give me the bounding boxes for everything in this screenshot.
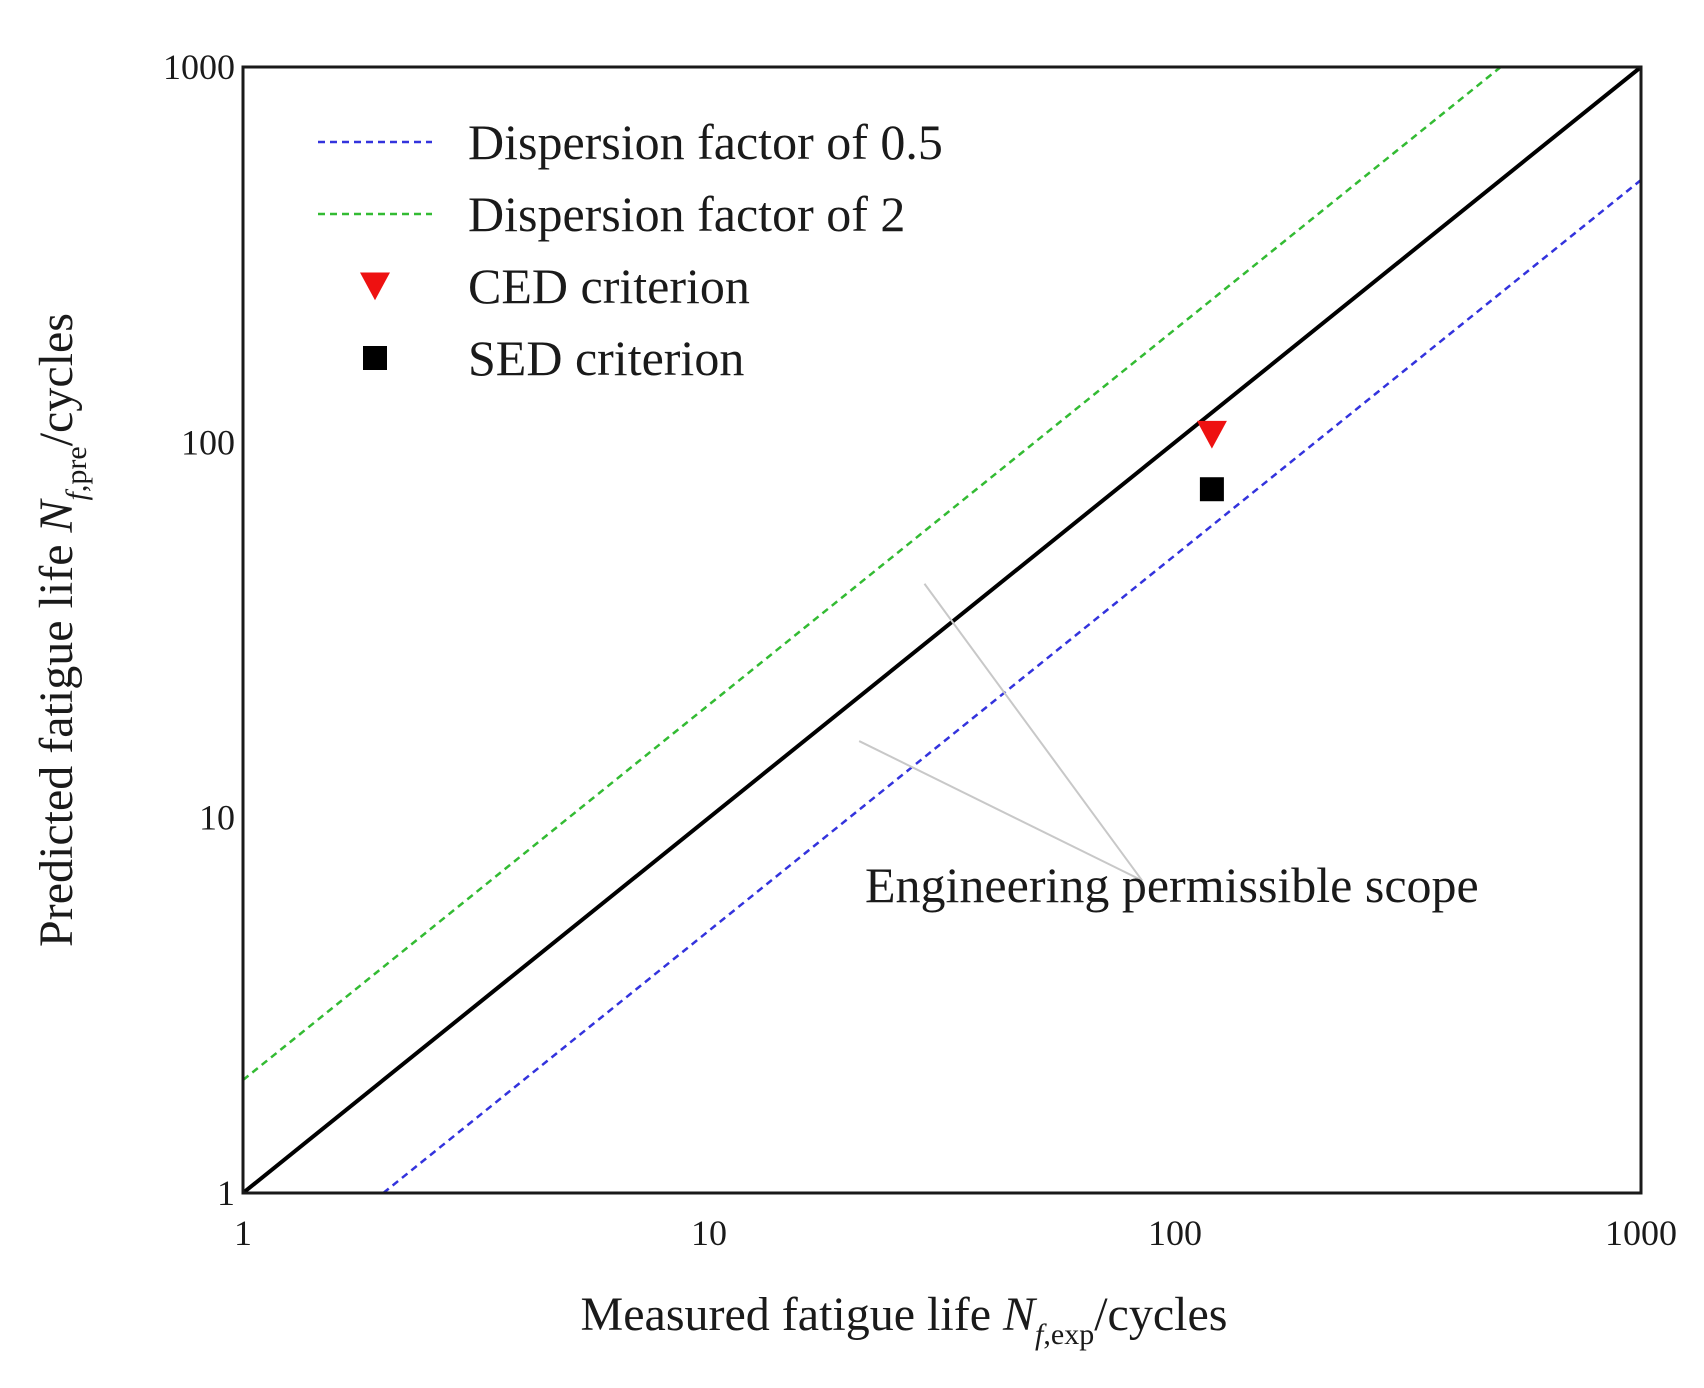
y-tick-label: 1000 [163,47,235,87]
y-axis-tick-labels: 1 10 100 1000 [163,47,235,1213]
legend-label-sed-criterion: SED criterion [468,330,744,386]
x-tick-label: 100 [1148,1213,1202,1253]
annotation-leader-line [923,583,1143,882]
annotation-leader-lines [858,583,1143,882]
plot-frame [241,65,1643,1195]
annotation-leader-line [858,740,1143,882]
annotation-label: Engineering permissible scope [865,857,1479,913]
legend-marker-ced-criterion [360,272,390,301]
legend-label-dispersion-factor-of-2: Dispersion factor of 2 [468,186,905,242]
y-tick-label: 1 [217,1173,235,1213]
reference-lines [243,67,1641,1193]
x-axis-tick-labels: 1 10 100 1000 [234,1213,1677,1253]
y-tick-label: 100 [181,422,235,462]
y-axis-label: Predicted fatigue life Nf,pre/cycles [30,313,93,947]
y-tick-label: 10 [199,798,235,838]
x-axis-label: Measured fatigue life Nf,exp/cycles [581,1288,1228,1351]
line-dispersion-factor-of-2 [243,67,1502,1081]
equality-line [243,67,1641,1193]
data-points [1196,420,1227,502]
legend-label-dispersion-factor-of-0-5: Dispersion factor of 0.5 [468,114,943,170]
legend-marker-sed-criterion [363,346,387,370]
line-dispersion-factor-of-0-5 [382,179,1641,1193]
x-tick-label: 1000 [1605,1213,1677,1253]
ced-criterion-point [1196,420,1227,449]
sed-criterion-point [1199,477,1224,502]
x-tick-label: 1 [234,1213,252,1253]
legend-label-ced-criterion: CED criterion [468,258,750,314]
x-tick-label: 10 [691,1213,727,1253]
legend: Dispersion factor of 0.5 Dispersion facto… [318,114,943,386]
